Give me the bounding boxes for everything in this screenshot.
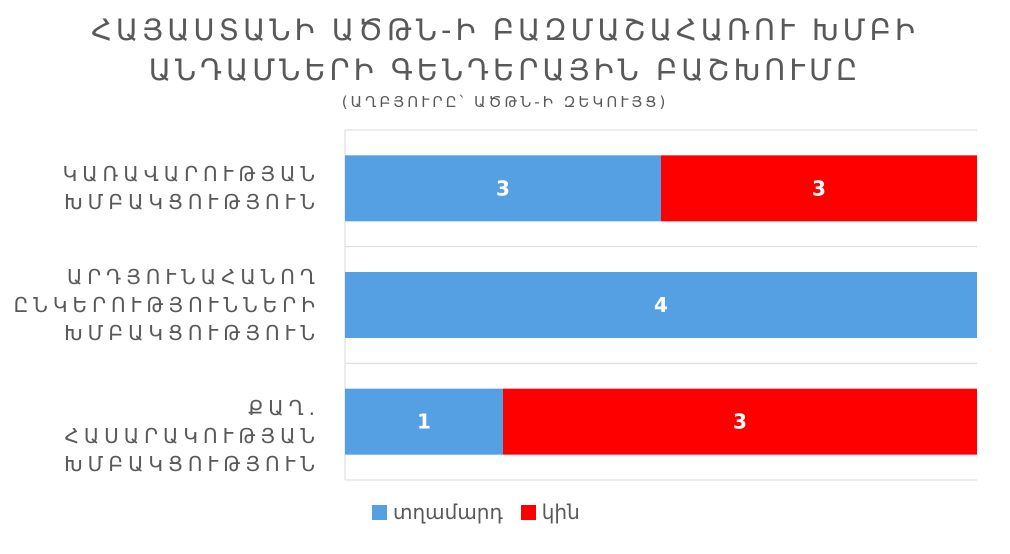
legend: տղամարդ կին [372,500,580,524]
chart-title-line-1: ՀԱՅԱՍՏԱՆԻ ԱԾԹՆ-Ի ԲԱԶՄԱՇԱՀԱՌՈՒ ԽՄԲԻ [91,13,919,47]
bar-segment [345,155,661,222]
chart-title: ՀԱՅԱՍՏԱՆԻ ԱԾԹՆ-Ի ԲԱԶՄԱՇԱՀԱՌՈՒ ԽՄԲԻ ԱՆԴԱՄ… [0,10,1010,90]
category-label-line: ԸՆԿԵՐՈՒԹՅՈՒՆՆԵՐԻ [13,293,320,317]
category-label-line: ԱՐԴՅՈՒՆԱՀԱՆՈՂ [66,265,320,289]
legend-swatch-female [520,504,536,520]
category-label-line: ԽՄԲԱԿՑՈՒԹՅՈՒՆ [64,190,320,215]
data-label: 3 [733,410,747,434]
category-label: ԱՐԴՅՈՒՆԱՀԱՆՈՂ ԸՆԿԵՐՈՒԹՅՈՒՆՆԵՐԻ ԽՄԲԱԿՑՈՒԹՅՈ… [0,263,320,347]
bar-segment [345,388,503,455]
legend-label-male: տղամարդ [393,500,503,524]
category-label-line: ԿԱՌԱՎԱՐՈՒԹՅԱՆ [62,162,320,187]
data-label: 3 [496,176,510,200]
chart-title-line-2: ԱՆԴԱՄՆԵՐԻ ԳԵՆԴԵՐԱՅԻՆ ԲԱՇԽՈՒՄԸ [148,53,862,87]
category-label-line: ԽՄԲԱԿՑՈՒԹՅՈՒՆ [64,451,320,476]
category-label-line: ՔԱՂ. ՀԱՍԱՐԱԿՈՒԹՅԱՆ [64,395,320,448]
legend-swatch-male [372,504,387,520]
data-label: 3 [812,176,826,200]
bar-segment [661,155,977,222]
data-label: 1 [417,410,431,434]
bar-segment [345,272,977,338]
legend-item-female: կին [520,500,580,524]
legend-item-male: տղամարդ [372,500,503,524]
bar-segment [503,388,977,455]
legend-label-female: կին [541,500,580,524]
chart-subtitle: (ԱՂԲՅՈՒՐԸ՝ ԱԾԹՆ-Ի ԶԵԿՈՒՅՑ) [341,93,669,111]
category-label: ԿԱՌԱՎԱՐՈՒԹՅԱՆ ԽՄԲԱԿՑՈՒԹՅՈՒՆ [0,160,320,216]
category-label: ՔԱՂ. ՀԱՍԱՐԱԿՈՒԹՅԱՆ ԽՄԲԱԿՑՈՒԹՅՈՒՆ [0,394,320,478]
category-label-line: ԽՄԲԱԿՑՈՒԹՅՈՒՆ [64,321,320,345]
data-label: 4 [654,293,668,317]
